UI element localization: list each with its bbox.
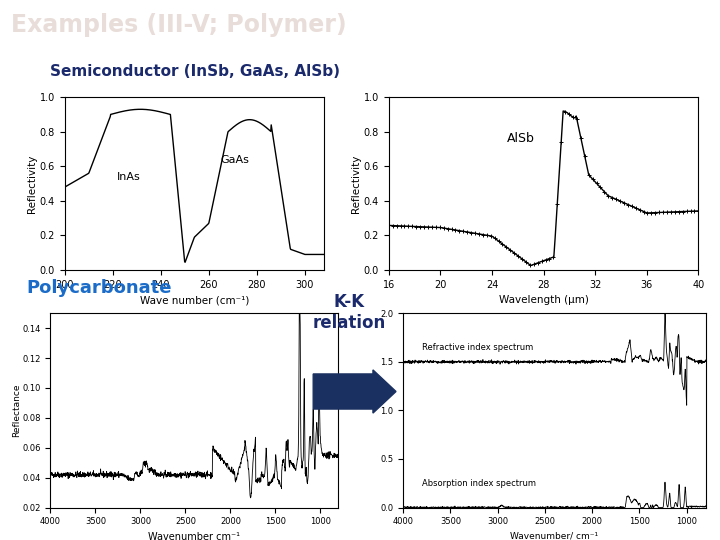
Text: Absorption index spectrum: Absorption index spectrum	[422, 479, 536, 488]
Text: K-K
relation: K-K relation	[312, 293, 386, 332]
Text: Refractive index spectrum: Refractive index spectrum	[422, 343, 534, 352]
FancyArrow shape	[313, 370, 396, 413]
X-axis label: Wavenumber/ cm⁻¹: Wavenumber/ cm⁻¹	[510, 532, 598, 540]
X-axis label: Wavenumber cm⁻¹: Wavenumber cm⁻¹	[148, 532, 240, 540]
X-axis label: Wavelength (µm): Wavelength (µm)	[499, 295, 588, 305]
Y-axis label: Reflectivity: Reflectivity	[27, 154, 37, 213]
Text: GaAs: GaAs	[220, 155, 249, 165]
Text: InAs: InAs	[117, 172, 140, 182]
Y-axis label: Reflectance: Reflectance	[12, 383, 21, 437]
Y-axis label: Reflectivity: Reflectivity	[351, 154, 361, 213]
Text: Semiconductor (InSb, GaAs, AlSb): Semiconductor (InSb, GaAs, AlSb)	[50, 64, 341, 79]
X-axis label: Wave number (cm⁻¹): Wave number (cm⁻¹)	[140, 295, 249, 305]
Text: Polycarbonate: Polycarbonate	[26, 279, 171, 298]
Text: Examples (III-V; Polymer): Examples (III-V; Polymer)	[11, 13, 346, 37]
Text: AlSb: AlSb	[506, 132, 534, 145]
